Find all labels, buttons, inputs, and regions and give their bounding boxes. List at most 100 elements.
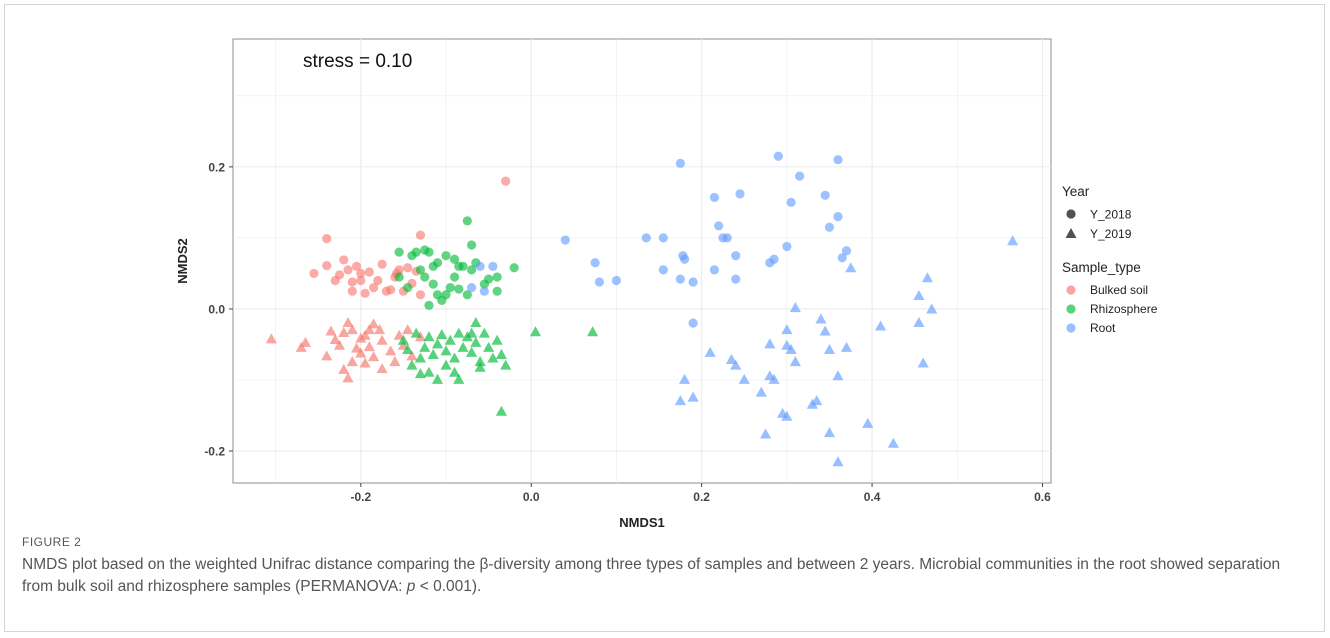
point-root-circle xyxy=(714,221,724,231)
point-rhizosphere-triangle xyxy=(474,356,486,367)
point-rhizosphere-circle xyxy=(479,279,489,289)
point-root-triangle xyxy=(785,343,797,354)
point-root-circle xyxy=(837,253,847,263)
point-root-triangle xyxy=(725,353,738,364)
point-rhizosphere-triangle xyxy=(431,373,444,384)
point-rhizosphere-triangle xyxy=(440,345,452,356)
point-root-triangle xyxy=(730,359,742,370)
point-rhizosphere-triangle xyxy=(448,352,461,363)
point-root-circle xyxy=(641,233,651,243)
point-rhizosphere-triangle xyxy=(448,366,461,377)
legend-key-root xyxy=(1066,323,1076,333)
point-rhizosphere-circle xyxy=(462,290,472,300)
point-rhizosphere-triangle xyxy=(474,361,486,372)
point-bulked-soil-triangle xyxy=(342,372,354,383)
point-rhizosphere-circle xyxy=(509,263,519,273)
point-root-circle xyxy=(688,318,698,328)
point-root-circle xyxy=(590,258,600,268)
point-root-circle xyxy=(786,197,796,207)
point-bulked-soil-triangle xyxy=(368,351,380,362)
figure-frame xyxy=(4,4,1325,632)
point-bulked-soil-triangle xyxy=(333,339,346,350)
point-root-circle xyxy=(658,233,668,243)
point-root-triangle xyxy=(768,373,780,384)
point-bulked-soil-triangle xyxy=(338,326,350,337)
point-rhizosphere-triangle xyxy=(466,346,478,357)
point-bulked-soil-circle xyxy=(356,275,366,286)
legend-label-bulked-soil: Bulked soil xyxy=(1090,283,1148,297)
point-root-triangle xyxy=(887,437,899,448)
point-rhizosphere-triangle xyxy=(423,366,435,377)
point-root-circle xyxy=(611,275,622,286)
point-root-circle xyxy=(773,151,783,161)
point-bulked-soil-triangle xyxy=(329,334,341,345)
y-axis-title: NMDS2 xyxy=(175,238,190,284)
point-root-circle xyxy=(675,158,685,168)
legend-key-bulked-soil xyxy=(1066,285,1076,295)
point-rhizosphere-circle xyxy=(454,284,464,294)
point-bulked-soil-triangle xyxy=(376,363,388,374)
point-bulked-soil-triangle xyxy=(376,334,388,345)
point-root-circle xyxy=(833,212,843,222)
point-bulked-soil-triangle xyxy=(359,329,371,340)
stress-annotation: stress = 0.10 xyxy=(303,51,412,72)
legend-title-year: Year xyxy=(1062,184,1090,199)
point-rhizosphere-circle xyxy=(407,251,417,261)
point-rhizosphere-triangle xyxy=(487,352,499,363)
point-rhizosphere-triangle xyxy=(397,334,409,345)
point-bulked-soil-circle xyxy=(403,263,413,273)
legend-label-y2018: Y_2018 xyxy=(1090,208,1132,222)
point-bulked-soil-triangle xyxy=(321,350,333,361)
point-root-triangle xyxy=(704,346,716,357)
point-rhizosphere-triangle xyxy=(483,341,495,352)
point-rhizosphere-triangle xyxy=(423,331,435,342)
point-bulked-soil-triangle xyxy=(346,324,358,335)
point-bulked-soil-triangle xyxy=(299,336,312,347)
point-root-circle xyxy=(488,261,498,271)
point-root-triangle xyxy=(840,341,853,352)
point-root-circle xyxy=(560,235,570,245)
point-root-triangle xyxy=(819,325,831,336)
point-bulked-soil-circle xyxy=(322,234,332,244)
point-rhizosphere-circle xyxy=(394,247,404,257)
point-bulked-soil-circle xyxy=(415,230,426,240)
point-bulked-soil-triangle xyxy=(325,325,337,336)
point-rhizosphere-triangle xyxy=(457,341,469,352)
point-rhizosphere-circle xyxy=(420,272,430,282)
point-root-triangle xyxy=(806,398,818,409)
y-tick-label: -0.2 xyxy=(204,445,225,459)
point-root-triangle xyxy=(832,456,844,467)
point-root-circle xyxy=(833,155,843,165)
point-rhizosphere-triangle xyxy=(431,338,444,349)
point-rhizosphere-triangle xyxy=(495,405,507,416)
point-rhizosphere-triangle xyxy=(414,368,427,379)
point-bulked-soil-triangle xyxy=(389,356,401,367)
point-rhizosphere-triangle xyxy=(419,341,431,352)
point-root-triangle xyxy=(913,289,925,301)
point-bulked-soil-triangle xyxy=(406,350,418,361)
caption-text-part1: NMDS plot based on the weighted Unifrac … xyxy=(22,556,1281,595)
point-bulked-soil-circle xyxy=(386,285,396,295)
point-rhizosphere-triangle xyxy=(478,327,490,338)
point-bulked-soil-circle xyxy=(347,286,357,296)
point-root-circle xyxy=(709,265,720,275)
point-root-circle xyxy=(824,222,835,232)
point-root-triangle xyxy=(679,373,691,384)
point-rhizosphere-triangle xyxy=(406,359,418,370)
point-rhizosphere-triangle xyxy=(436,329,448,340)
point-rhizosphere-circle xyxy=(449,254,460,264)
point-rhizosphere-triangle xyxy=(440,359,452,370)
point-root-circle xyxy=(782,241,792,252)
point-rhizosphere-circle xyxy=(462,216,472,226)
x-tick-label: 0.6 xyxy=(1034,490,1051,504)
point-rhizosphere-triangle xyxy=(427,348,439,359)
point-rhizosphere-circle xyxy=(394,272,404,282)
point-rhizosphere-triangle xyxy=(470,336,482,347)
point-root-triangle xyxy=(789,302,801,313)
point-root-circle xyxy=(479,286,489,296)
point-root-triangle xyxy=(917,357,929,368)
point-rhizosphere-circle xyxy=(432,290,443,300)
point-bulked-soil-circle xyxy=(339,255,349,265)
point-bulked-soil-circle xyxy=(351,261,362,271)
